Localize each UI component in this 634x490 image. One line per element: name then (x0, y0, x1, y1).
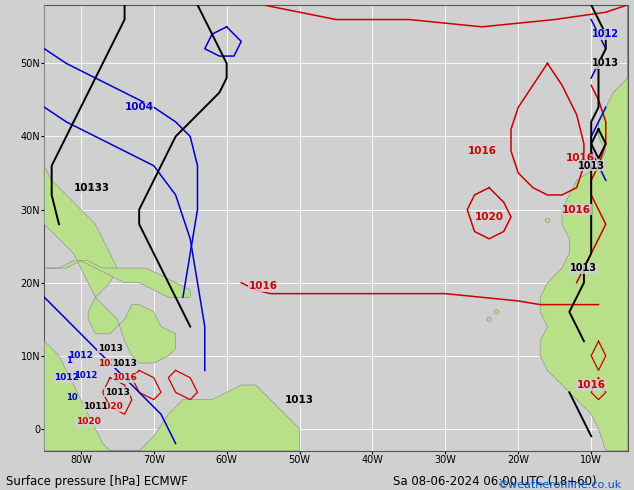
Text: 1013: 1013 (285, 394, 314, 405)
Text: 1004: 1004 (125, 102, 153, 112)
Text: 1012: 1012 (592, 29, 619, 39)
Text: 1013: 1013 (74, 183, 103, 193)
Polygon shape (540, 5, 628, 451)
Circle shape (495, 310, 498, 314)
Text: 1012: 1012 (54, 373, 79, 382)
Text: 1016: 1016 (249, 281, 278, 292)
Circle shape (545, 219, 550, 223)
Text: 1013: 1013 (98, 344, 122, 353)
Text: 1012: 1012 (74, 371, 97, 380)
Text: 1013: 1013 (81, 183, 110, 193)
Text: ©weatheronline.co.uk: ©weatheronline.co.uk (497, 480, 621, 490)
Text: 1013: 1013 (578, 161, 605, 171)
Text: 1020: 1020 (98, 402, 122, 412)
Text: 1016: 1016 (467, 146, 496, 156)
Polygon shape (44, 5, 176, 363)
Text: Sa 08-06-2024 06:00 UTC (18+60): Sa 08-06-2024 06:00 UTC (18+60) (393, 474, 597, 488)
Text: 1020: 1020 (75, 417, 101, 426)
Text: 1016: 1016 (562, 205, 591, 215)
Text: 1011: 1011 (83, 402, 108, 412)
Circle shape (487, 317, 491, 321)
Text: 1: 1 (66, 356, 72, 365)
Polygon shape (44, 261, 190, 297)
Text: 1016: 1016 (112, 373, 137, 382)
Text: 1016: 1016 (577, 380, 605, 390)
Text: 1013: 1013 (105, 388, 130, 397)
Text: 1013: 1013 (592, 58, 619, 69)
Text: 10: 10 (66, 392, 78, 402)
Text: Surface pressure [hPa] ECMWF: Surface pressure [hPa] ECMWF (6, 474, 188, 488)
Text: 1013: 1013 (112, 359, 137, 368)
Text: 1012: 1012 (68, 351, 93, 360)
Text: 1020: 1020 (475, 212, 503, 222)
Text: 1013: 1013 (571, 263, 597, 273)
Polygon shape (44, 341, 299, 451)
Text: 1016: 1016 (98, 359, 122, 368)
Text: 1016: 1016 (566, 153, 595, 163)
